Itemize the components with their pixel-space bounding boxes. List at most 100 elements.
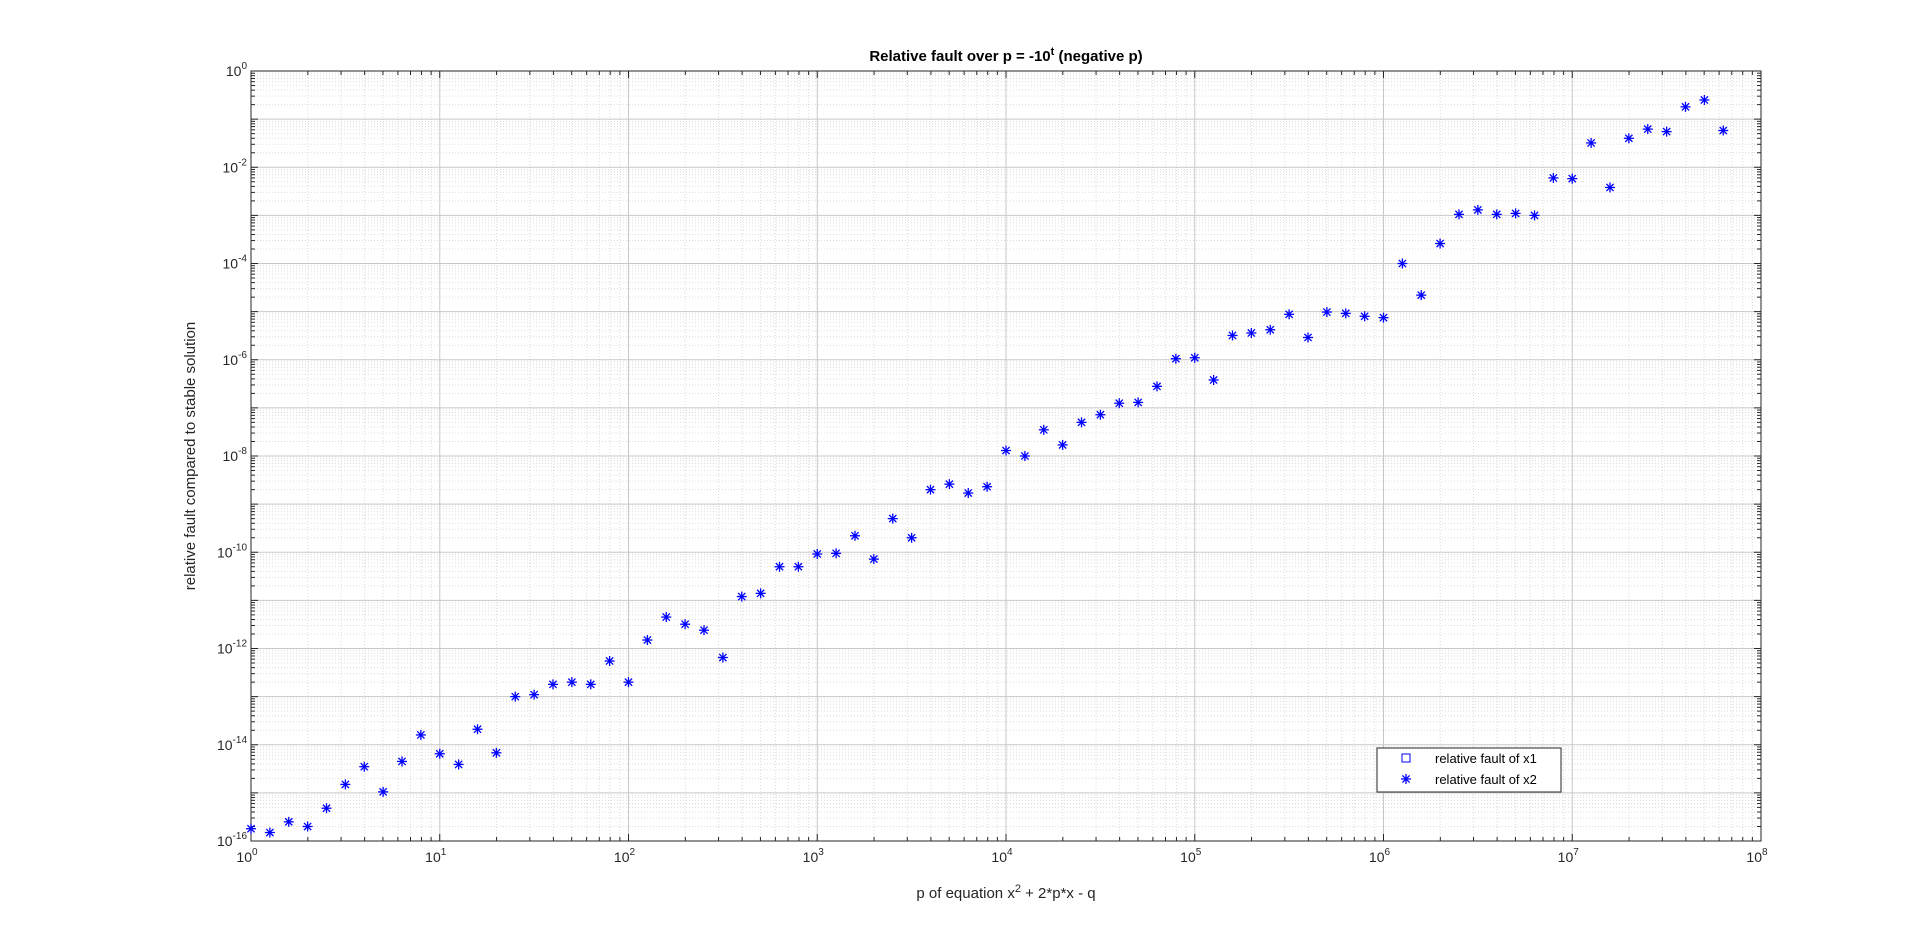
marker-stroke (1115, 399, 1124, 408)
x-axis-label-sup: 2 (1015, 883, 1021, 895)
data-point-x2 (397, 756, 408, 767)
data-point-x2 (1152, 381, 1163, 392)
data-point-x2 (1208, 374, 1219, 385)
marker-stroke (1492, 210, 1501, 219)
data-point-x2 (831, 548, 842, 559)
marker-stroke (1681, 102, 1690, 111)
data-point-x2 (1529, 210, 1540, 221)
marker-stroke (397, 757, 407, 766)
marker-stroke (265, 828, 274, 837)
marker-stroke (473, 725, 482, 734)
x-tick-label-exponent: 5 (1196, 847, 1202, 858)
marker-stroke (284, 817, 293, 826)
y-tick-label: 10-10 (217, 542, 247, 560)
marker-stroke (813, 549, 822, 559)
axis-ticks: 100 101 102 103 104 105 106 107 10810010-210-410… (217, 61, 1768, 865)
data-point-x2 (717, 652, 728, 663)
marker-stroke (926, 485, 935, 494)
marker-stroke (1473, 205, 1482, 214)
data-point-x2 (1378, 312, 1389, 323)
x-tick-label-base: 10 (803, 849, 819, 865)
data-point-x2 (1586, 137, 1597, 148)
marker-stroke (1417, 291, 1426, 300)
x-tick-label-base: 10 (425, 849, 441, 865)
data-point-x2 (1510, 208, 1521, 219)
marker-stroke (1020, 451, 1029, 461)
data-point-x2 (264, 827, 275, 838)
marker-stroke (1454, 210, 1464, 219)
x-axis-label-prefix: p of equation x (916, 885, 1015, 902)
data-point-x2 (1472, 204, 1483, 215)
data-point-x2 (1699, 94, 1710, 105)
data-point-x2 (925, 484, 936, 495)
marker-stroke (1662, 127, 1671, 136)
marker-stroke (1436, 239, 1445, 248)
data-point-x2 (1548, 172, 1559, 183)
y-tick-label-base: 10 (217, 737, 233, 753)
data-point-x2 (566, 677, 577, 688)
data-point-x2 (340, 779, 351, 790)
y-tick-label: 100 (226, 61, 248, 79)
data-point-x2 (755, 588, 766, 599)
marker-stroke (1605, 183, 1615, 192)
data-point-x2 (1491, 209, 1502, 220)
data-point-x2 (623, 677, 634, 688)
data-point-x2 (1302, 332, 1313, 343)
marker-stroke (303, 822, 312, 831)
y-tick-label-exponent: -10 (233, 542, 248, 553)
marker-stroke (379, 787, 388, 796)
legend-label-x1: relative fault of x1 (1435, 751, 1537, 766)
data-point-x2 (472, 724, 483, 735)
marker-stroke (624, 678, 633, 687)
legend: relative fault of x1 relative fault of x… (1376, 747, 1562, 793)
data-point-x2 (1605, 182, 1616, 193)
grid-lines (250, 70, 1762, 842)
marker-stroke (454, 760, 463, 769)
data-point-x2 (1567, 173, 1578, 184)
data-point-x2 (1321, 307, 1332, 318)
x-tick-label-exponent: 2 (630, 847, 636, 858)
x-tick-label-base: 10 (1369, 849, 1385, 865)
marker-stroke (662, 613, 671, 622)
data-point-x2 (1284, 309, 1295, 320)
data-point-x2 (434, 748, 445, 759)
data-point-x2 (491, 747, 502, 758)
x-tick-label-base: 10 (1558, 849, 1574, 865)
marker-stroke (416, 730, 425, 739)
marker-stroke (1511, 209, 1520, 218)
y-tick-label-base: 10 (226, 63, 242, 79)
data-point-x2 (1170, 353, 1181, 364)
marker-stroke (435, 749, 444, 758)
y-tick-label-exponent: -8 (238, 446, 247, 457)
x-tick-label: 107 (1558, 847, 1580, 865)
legend-label-x2: relative fault of x2 (1435, 772, 1537, 787)
x-tick-label-exponent: 0 (252, 847, 258, 858)
y-tick-label-exponent: -6 (238, 350, 247, 361)
data-point-x2 (1057, 439, 1068, 450)
marker-stroke (1341, 309, 1350, 318)
x-tick-label-base: 10 (236, 849, 252, 865)
y-tick-label: 10-4 (223, 254, 248, 272)
y-tick-label-exponent: -14 (233, 735, 248, 746)
data-point-x2 (1227, 330, 1238, 341)
x-axis-label-suffix: + 2*p*x - q (1021, 885, 1096, 902)
data-point-x2 (1095, 409, 1106, 420)
x-tick-label-base: 10 (1180, 849, 1196, 865)
y-tick-label-exponent: -16 (233, 831, 248, 842)
y-tick-label-base: 10 (223, 448, 239, 464)
x-tick-label: 102 (614, 847, 636, 865)
data-point-x2 (1680, 101, 1691, 112)
x-axis-label: p of equation x2 + 2*p*x - q (916, 883, 1095, 902)
y-tick-label: 10-6 (223, 350, 248, 368)
marker-stroke (322, 804, 331, 813)
data-point-x2 (812, 548, 823, 559)
marker-stroke (945, 480, 954, 489)
data-point-x2 (359, 761, 370, 772)
marker-stroke (492, 748, 501, 757)
data-point-x2 (1076, 417, 1087, 428)
marker-stroke (1171, 354, 1180, 363)
marker-stroke (567, 678, 576, 687)
marker-stroke (1058, 440, 1067, 449)
data-point-x2 (1114, 398, 1125, 409)
